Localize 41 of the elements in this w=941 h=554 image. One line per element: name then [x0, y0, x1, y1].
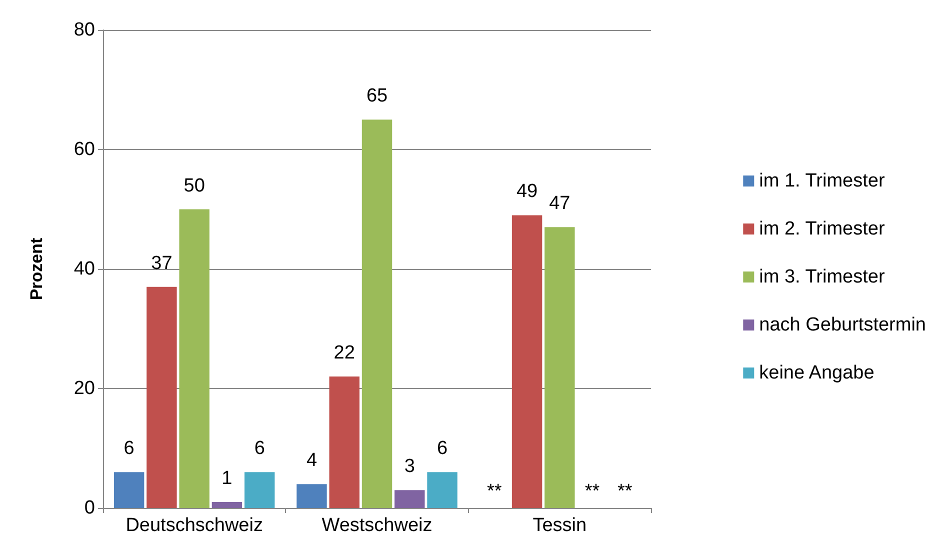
data-label: 6: [436, 438, 448, 460]
bar: [212, 502, 242, 508]
y-axis-title: Prozent: [27, 237, 46, 300]
x-tick-label: Tessin: [532, 515, 587, 536]
y-tick-label: 60: [74, 139, 95, 160]
legend-label: im 2. Trimester: [759, 218, 886, 240]
text: **: [618, 481, 632, 502]
bar: [544, 227, 575, 508]
data-label: 22: [334, 342, 355, 364]
data-label: 6: [124, 438, 134, 460]
bar: [512, 215, 542, 508]
bar: [146, 286, 177, 508]
bar: [427, 472, 458, 508]
data-label: 1: [222, 468, 232, 490]
bar: [329, 376, 360, 508]
legend-label: keine Angabe: [759, 362, 874, 384]
data-label: 47: [549, 193, 570, 214]
data-label: 50: [184, 175, 205, 196]
x-tick-label: Deutschschweiz: [126, 515, 263, 536]
data-label: 6: [254, 438, 265, 460]
bar: [362, 120, 392, 508]
bar: [114, 472, 144, 508]
legend-label: im 1. Trimester: [759, 170, 886, 192]
y-tick-label: 40: [74, 258, 95, 280]
y-tick-label: 80: [74, 20, 95, 40]
legend-label: im 3. Trimester: [759, 266, 886, 288]
x-tick-label: Westschweiz: [322, 515, 432, 536]
legend-label: nach Geburtstermin: [759, 314, 926, 336]
data-label: 49: [516, 181, 538, 202]
text: **: [487, 481, 502, 502]
data-label: 4: [306, 450, 318, 472]
data-label: 37: [151, 252, 172, 274]
y-tick-label: 0: [84, 498, 95, 518]
data-label: 65: [366, 86, 388, 107]
bar: [244, 472, 275, 508]
bar: [179, 209, 210, 508]
text: **: [584, 481, 600, 502]
data-label: 3: [404, 456, 415, 478]
bar: [394, 490, 425, 508]
bar: [296, 484, 327, 508]
y-tick-label: 20: [74, 378, 95, 399]
